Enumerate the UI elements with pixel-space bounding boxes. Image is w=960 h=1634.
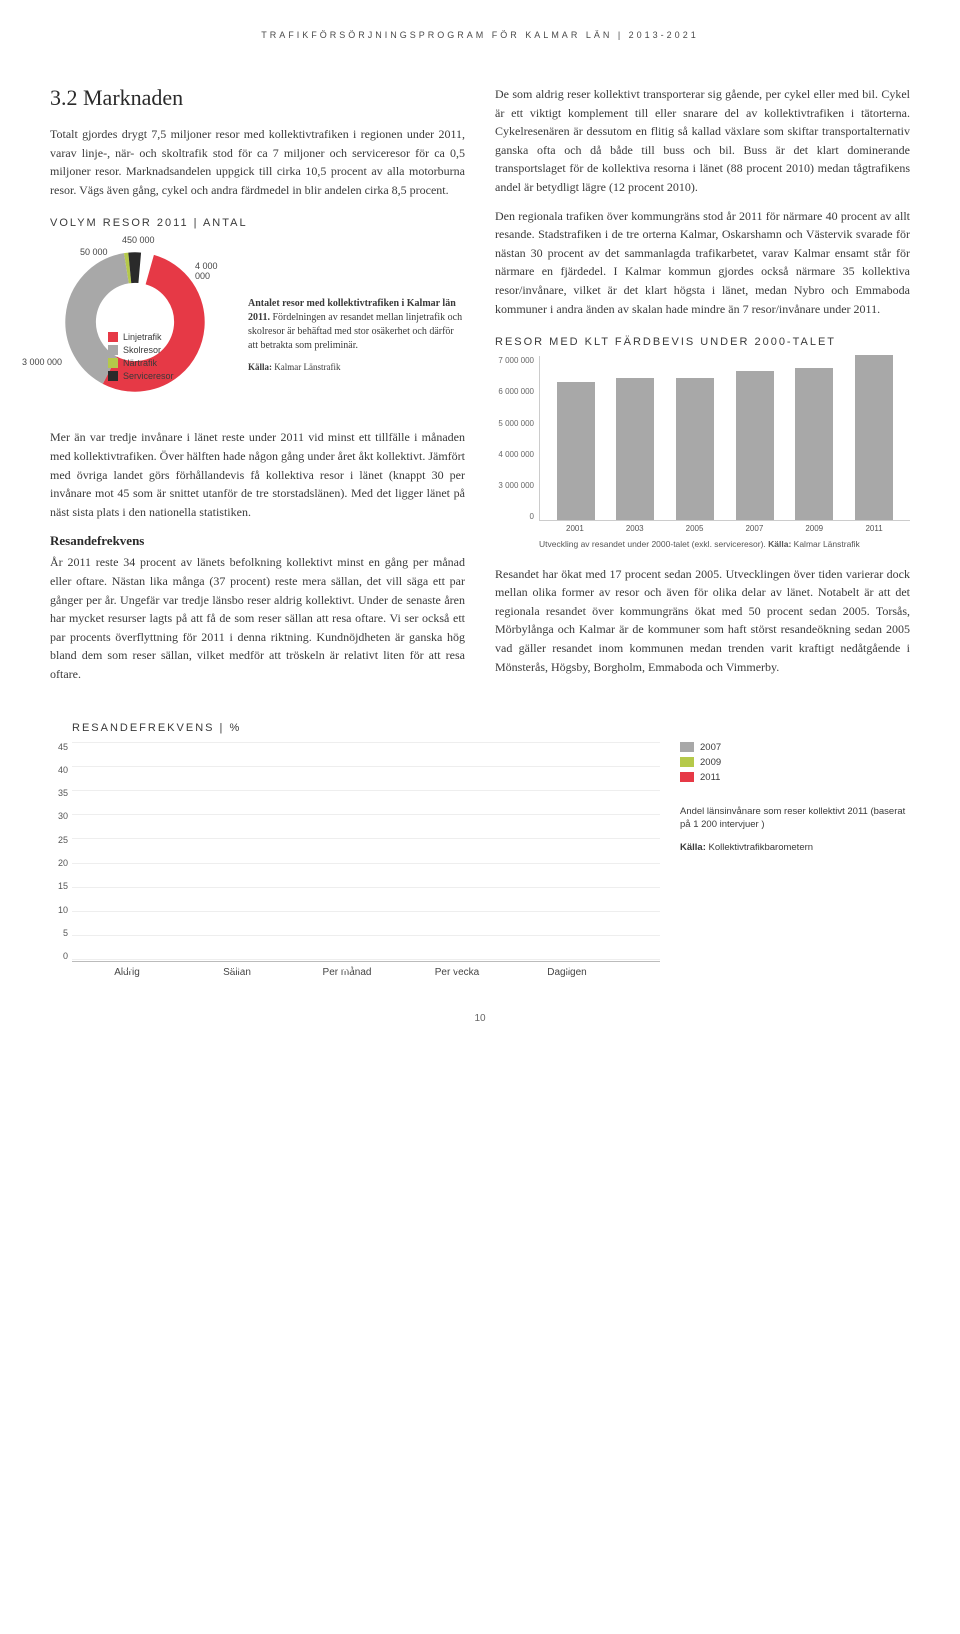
para-l3: År 2011 reste 34 procent av länets befol… (50, 553, 465, 683)
left-column: 3.2 Marknaden Totalt gjordes drygt 7,5 m… (50, 85, 465, 694)
donut-desc: Antalet resor med kollektivtrafiken i Ka… (248, 237, 465, 412)
donut-legend: Linjetrafik Skolresor Närtrafik Servicereso… (108, 332, 174, 384)
bar (736, 371, 774, 520)
bar (795, 368, 833, 520)
section-title: 3.2 Marknaden (50, 85, 465, 111)
bar (557, 382, 595, 520)
page-header: TRAFIKFÖRSÖRJNINGSPROGRAM FÖR KALMAR LÄN… (50, 30, 910, 40)
donut-source: Källa: Kalmar Länstrafik (248, 361, 465, 374)
donut-label-50k: 50 000 (80, 247, 108, 257)
bar-yaxis: 7 000 0006 000 0005 000 0004 000 0003 00… (495, 356, 539, 521)
bar-caption: Utveckling av resandet under 2000-talet … (539, 539, 910, 550)
donut-desc-rest: Fördelningen av resandet mellan linjetra… (248, 312, 462, 351)
bar (855, 355, 893, 520)
donut-chart: 50 000 450 000 4 000 000 3 000 000 Linje… (50, 237, 230, 412)
legend-item: Serviceresor (108, 371, 174, 381)
donut-title: VOLYM RESOR 2011 | ANTAL (50, 217, 465, 229)
bar-title: RESOR MED KLT FÄRDBEVIS UNDER 2000-TALET (495, 336, 910, 348)
donut-label-4m: 4 000 000 (195, 261, 230, 281)
freq-legend-item: 2007 (680, 742, 910, 753)
bar-bars (539, 356, 910, 521)
right-column: De som aldrig reser kollektivt transport… (495, 85, 910, 694)
freq-yaxis: 454035302520151050 (50, 742, 72, 962)
donut-section: 50 000 450 000 4 000 000 3 000 000 Linje… (50, 237, 465, 412)
bar (616, 378, 654, 520)
para-r2: Den regionala trafiken över kommungräns … (495, 207, 910, 319)
legend-item: Skolresor (108, 345, 174, 355)
para-l1: Totalt gjordes drygt 7,5 miljoner resor … (50, 125, 465, 199)
freq-legend-item: 2011 (680, 772, 910, 783)
page-number: 10 (50, 1013, 910, 1024)
freq-bars: 2931294138371116169913565 (72, 742, 660, 962)
donut-label-450k: 450 000 (122, 235, 155, 245)
para-l2: Mer än var tredje invånare i länet reste… (50, 428, 465, 521)
freq-chart: RESANDEFREKVENS | % 454035302520151050 2… (50, 722, 910, 978)
freq-right-panel: 2007 2009 2011 Andel länsinvånare som rese… (680, 742, 910, 978)
bar (676, 378, 714, 520)
bar-chart: 7 000 0006 000 0005 000 0004 000 0003 00… (495, 356, 910, 550)
para-r1: De som aldrig reser kollektivt transport… (495, 85, 910, 197)
para-r3: Resandet har ökat med 17 procent sedan 2… (495, 565, 910, 677)
freq-source: Källa: Kollektivtrafikbarometern (680, 841, 910, 854)
bar-xaxis: 200120032005200720092011 (539, 521, 910, 533)
legend-item: Närtrafik (108, 358, 174, 368)
freq-caption: Andel länsinvånare som reser kollektivt … (680, 805, 910, 832)
freq-heading: Resandefrekvens (50, 533, 465, 549)
legend-item: Linjetrafik (108, 332, 174, 342)
freq-legend-item: 2009 (680, 757, 910, 768)
freq-title: RESANDEFREKVENS | % (72, 722, 910, 734)
main-columns: 3.2 Marknaden Totalt gjordes drygt 7,5 m… (50, 85, 910, 694)
donut-label-3m: 3 000 000 (22, 357, 62, 367)
freq-legend: 2007 2009 2011 (680, 742, 910, 783)
